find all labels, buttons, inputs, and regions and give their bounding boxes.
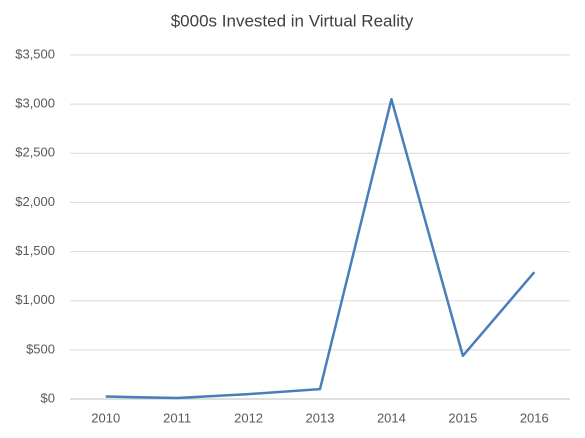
- x-tick-label: 2014: [377, 410, 406, 425]
- x-tick-label: 2011: [163, 410, 191, 425]
- y-tick-label: $3,000: [15, 96, 55, 111]
- y-tick-label: $3,500: [15, 46, 55, 61]
- data-line: [105, 97, 536, 400]
- y-tick-label: $0: [41, 390, 55, 405]
- y-tick-label: $1,500: [15, 243, 55, 258]
- x-tick-label: 2010: [91, 410, 120, 425]
- y-tick-label: $2,500: [15, 145, 55, 160]
- x-tick-label: 2016: [520, 410, 549, 425]
- chart-title: $000s Invested in Virtual Reality: [171, 11, 414, 30]
- x-tick-label: 2012: [234, 410, 263, 425]
- x-tick-label: 2013: [306, 410, 335, 425]
- y-tick-label: $2,000: [15, 194, 55, 209]
- x-tick-label: 2015: [448, 410, 477, 425]
- y-tick-label: $1,000: [15, 292, 55, 307]
- y-tick-label: $500: [26, 341, 55, 356]
